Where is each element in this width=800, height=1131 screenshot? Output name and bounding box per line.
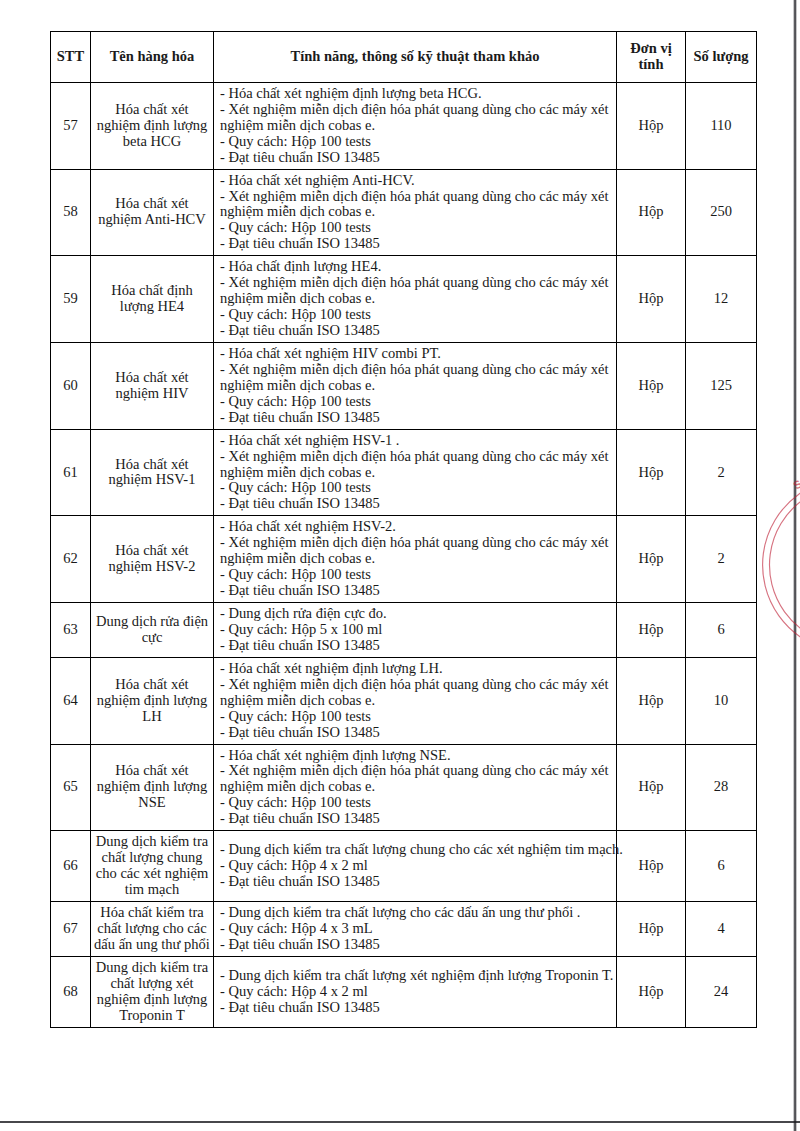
- svg-text:SỞ Y TẾ TỈNH ĐỒNG NAI: SỞ Y TẾ TỈNH ĐỒNG NAI: [790, 441, 800, 568]
